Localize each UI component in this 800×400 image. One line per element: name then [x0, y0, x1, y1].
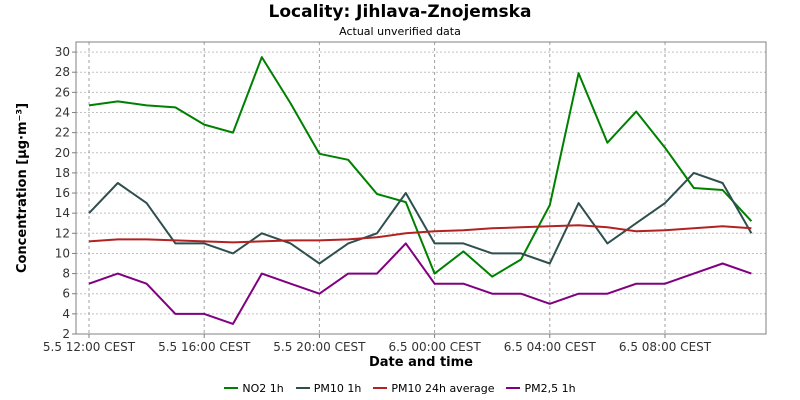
- y-tick-label: 22: [55, 126, 70, 140]
- y-axis-label: Concentration [µg·m⁻³]: [15, 103, 30, 273]
- x-tick-label: 6.5 00:00 CEST: [388, 340, 481, 354]
- y-tick-label: 24: [55, 105, 70, 119]
- legend-label: PM2,5 1h: [524, 381, 576, 395]
- legend-swatch: [373, 387, 388, 389]
- y-tick-label: 2: [62, 327, 70, 341]
- x-tick-label: 6.5 08:00 CEST: [619, 340, 712, 354]
- y-tick-label: 12: [55, 226, 70, 240]
- y-tick-label: 8: [62, 267, 70, 281]
- series-line-pm10-1h: [88, 171, 753, 265]
- legend-label: PM10 24h average: [391, 381, 495, 395]
- legend-label: PM10 1h: [313, 381, 362, 395]
- series-line-no2-1h: [88, 56, 753, 278]
- x-tick-label: 5.5 16:00 CEST: [158, 340, 251, 354]
- y-tick-label: 28: [55, 65, 70, 79]
- x-tick-label: 5.5 12:00 CEST: [43, 340, 136, 354]
- y-tick-label: 18: [55, 166, 70, 180]
- y-tick-label: 20: [55, 146, 70, 160]
- y-tick-label: 16: [55, 186, 70, 200]
- legend-swatch: [224, 387, 239, 389]
- x-tick-label: 5.5 20:00 CEST: [273, 340, 366, 354]
- legend-item: NO2 1h: [224, 381, 284, 395]
- series-line-pm2-5-1h: [88, 242, 752, 325]
- legend-item: PM10 24h average: [373, 382, 494, 395]
- legend-label: NO2 1h: [242, 381, 284, 395]
- legend-item: PM2,5 1h: [506, 381, 576, 395]
- chart-legend: NO2 1h PM10 1h PM10 24h average PM2,5 1h: [0, 378, 800, 398]
- y-tick-label: 14: [55, 206, 70, 220]
- y-tick-label: 26: [55, 85, 70, 99]
- legend-swatch: [506, 387, 521, 389]
- x-axis-label: Date and time: [369, 355, 473, 370]
- legend-swatch: [295, 387, 310, 389]
- y-tick-label: 6: [62, 287, 70, 301]
- y-tick-label: 4: [62, 307, 70, 321]
- legend-item: PM10 1h: [295, 381, 362, 395]
- y-tick-label: 30: [55, 45, 70, 59]
- series-layer: [88, 56, 753, 325]
- series-line-pm10-24h-average: [88, 224, 752, 244]
- x-tick-label: 6.5 04:00 CEST: [504, 340, 597, 354]
- chart-title: Locality: Jihlava-Znojemska: [268, 2, 532, 22]
- y-tick-label: 10: [55, 246, 70, 260]
- chart-subtitle: Actual unverified data: [339, 25, 461, 38]
- grid-layer: [76, 42, 766, 335]
- plot-frame: [75, 41, 767, 335]
